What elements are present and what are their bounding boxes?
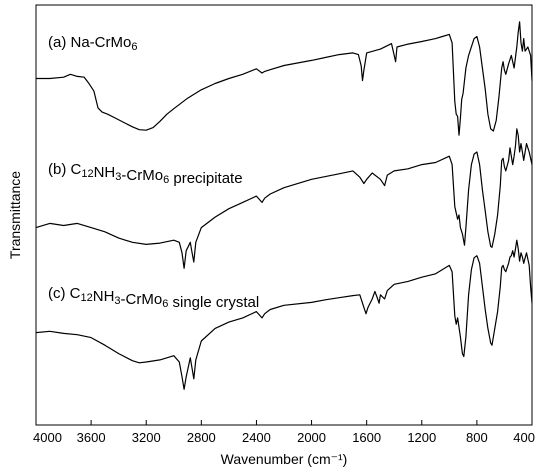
x-tick-label: 2800 bbox=[187, 430, 216, 445]
spectrum-line-a bbox=[36, 21, 533, 136]
x-tick-label: 2000 bbox=[297, 430, 326, 445]
x-tick-label: 400 bbox=[513, 430, 535, 445]
y-axis-title: Transmittance bbox=[7, 171, 23, 259]
spectrum-line-b bbox=[35, 128, 533, 269]
x-tick-label: 4000 bbox=[33, 430, 62, 445]
x-tick-label: 800 bbox=[466, 430, 488, 445]
series-label-c: (c) C12NH3-CrMo6 single crystal bbox=[48, 285, 259, 311]
x-tick-label: 1200 bbox=[407, 430, 436, 445]
x-axis-ticks: 4000 3600 3200 2800 2400 2000 1600 1200 800 400 bbox=[33, 420, 535, 445]
plot-frame bbox=[35, 4, 533, 426]
x-axis-title: Wavenumber (cm⁻¹) bbox=[221, 451, 348, 467]
series-label-a: (a) Na-CrMo6 bbox=[48, 34, 137, 53]
series-labels-layer: (a) Na-CrMo6 (b) C12NH3-CrMo6 precipitate… bbox=[48, 34, 259, 311]
spectrum-line-c bbox=[35, 239, 533, 390]
x-tick-label: 3600 bbox=[77, 430, 106, 445]
series-label-b: (b) C12NH3-CrMo6 precipitate bbox=[48, 161, 243, 187]
x-tick-label: 1600 bbox=[352, 430, 381, 445]
spectra-layer bbox=[35, 21, 533, 390]
x-tick-label: 3200 bbox=[132, 430, 161, 445]
x-tick-label: 2400 bbox=[242, 430, 271, 445]
